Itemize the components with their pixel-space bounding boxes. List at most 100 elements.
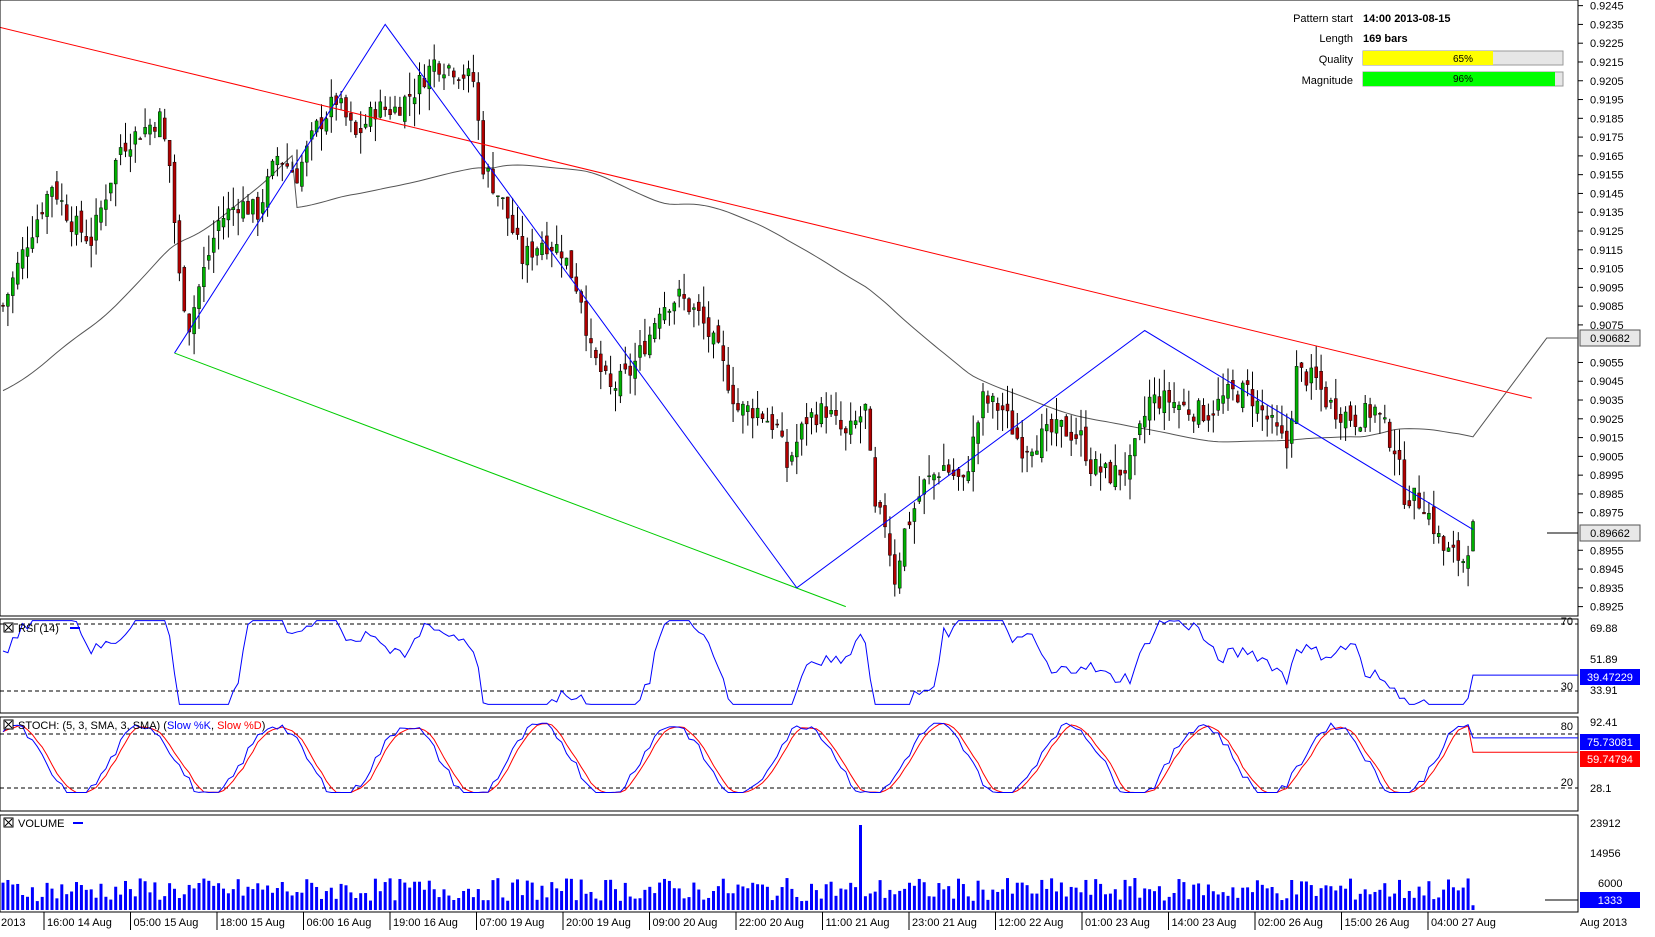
candle-body <box>64 204 69 221</box>
candle-body <box>1353 414 1358 427</box>
candle-body <box>373 109 378 120</box>
candle-body <box>780 430 784 437</box>
volume-bar <box>775 895 779 910</box>
volume-bar <box>863 896 867 910</box>
volume-value-label: 1333 <box>1598 895 1622 907</box>
candle-body <box>50 187 54 197</box>
volume-bar <box>682 898 686 910</box>
candle-body <box>603 365 608 371</box>
volume-bar <box>236 879 240 910</box>
candle-body <box>942 465 946 471</box>
rsi-title: RSI (14) <box>18 623 59 635</box>
volume-tick-14956: 14956 <box>1590 848 1621 860</box>
volume-bar <box>878 880 882 910</box>
candle-body <box>623 363 628 370</box>
volume-bar <box>1246 887 1250 910</box>
quality-value: 65% <box>1453 54 1473 65</box>
volume-bar <box>1270 887 1274 910</box>
volume-bar <box>947 886 951 910</box>
volume-bar <box>437 897 441 910</box>
candle-body <box>216 220 221 231</box>
price-tick-label: 0.9245 <box>1590 1 1624 13</box>
candle-body <box>197 286 201 309</box>
volume-bar <box>981 889 985 910</box>
volume-bar <box>398 878 402 910</box>
volume-bar <box>432 889 436 910</box>
volume-bar <box>1074 887 1078 910</box>
rsi-value-label: 39.47229 <box>1587 672 1633 684</box>
volume-bar <box>339 883 343 910</box>
volume-bar <box>467 888 470 910</box>
length-label: Length <box>1319 33 1353 45</box>
candle-body <box>25 247 30 257</box>
volume-bar <box>359 893 363 910</box>
price-tick-label: 0.8955 <box>1590 545 1624 557</box>
candle-body <box>1446 547 1451 552</box>
candle-body <box>55 181 59 200</box>
time-tick-label: 02:00 26 Aug <box>1258 917 1323 929</box>
candle-body <box>466 68 471 77</box>
volume-bar <box>1398 879 1401 910</box>
candle-body <box>1289 418 1294 444</box>
volume-bar <box>1123 879 1127 910</box>
volume-bar <box>89 889 93 910</box>
candle-body <box>167 140 172 167</box>
price-tick-label: 0.9145 <box>1590 188 1624 200</box>
volume-bar <box>187 884 191 910</box>
volume-bar <box>138 878 142 910</box>
volume-bar <box>633 898 637 910</box>
volume-bar <box>511 882 515 910</box>
candle-body <box>540 242 544 255</box>
candle-body <box>104 199 108 210</box>
stoch-tick-28-1: 28.1 <box>1590 783 1611 795</box>
candle-body <box>1422 512 1426 515</box>
price-tick-label: 0.9085 <box>1590 301 1624 313</box>
candle-body <box>1123 470 1127 474</box>
candle-body <box>275 155 280 166</box>
candle-body <box>1074 434 1078 439</box>
volume-bar <box>1300 881 1303 910</box>
candle-body <box>1245 380 1250 385</box>
volume-bar <box>1236 897 1240 910</box>
candle-body <box>1392 450 1397 455</box>
candle-body <box>1466 555 1470 569</box>
volume-bar <box>927 896 931 910</box>
volume-bar <box>545 897 549 910</box>
candle-body <box>819 403 824 425</box>
candle-body <box>1471 521 1475 552</box>
candle-body <box>403 96 407 122</box>
candle-body <box>1191 416 1196 422</box>
volume-bar <box>555 888 559 910</box>
volume-panel: VOLUME 23912 14956 6000 1333 <box>0 814 1640 913</box>
candle-body <box>35 219 40 238</box>
volume-bar <box>1334 890 1338 910</box>
candle-body <box>1397 449 1402 460</box>
candle-body <box>1236 394 1240 403</box>
candle-body <box>1285 430 1289 449</box>
length-value: 169 bars <box>1363 33 1408 45</box>
price-tick-label: 0.8995 <box>1590 470 1624 482</box>
candle-body <box>481 120 485 175</box>
candle-body <box>510 214 515 233</box>
candle-body <box>211 237 216 253</box>
volume-bar <box>609 879 613 910</box>
candle-body <box>84 236 89 242</box>
price-tick-label: 0.9035 <box>1590 395 1624 407</box>
volume-bar <box>839 888 843 910</box>
volume-bar <box>991 889 995 910</box>
candle-body <box>701 306 706 324</box>
volume-bar <box>1148 889 1152 910</box>
candle-body <box>1329 400 1333 403</box>
volume-bar <box>1265 888 1269 910</box>
volume-bar <box>908 882 911 910</box>
volume-bar <box>75 882 78 910</box>
volume-bar <box>1349 878 1352 910</box>
candle-body <box>804 417 809 425</box>
volume-bar <box>1040 879 1044 910</box>
candle-body <box>354 121 358 135</box>
candle-body <box>1387 421 1392 448</box>
volume-bar <box>65 894 69 910</box>
price-tick-label: 0.9045 <box>1590 376 1624 388</box>
candle-body <box>69 221 74 233</box>
time-tick-label: 22:00 20 Aug <box>739 917 804 929</box>
